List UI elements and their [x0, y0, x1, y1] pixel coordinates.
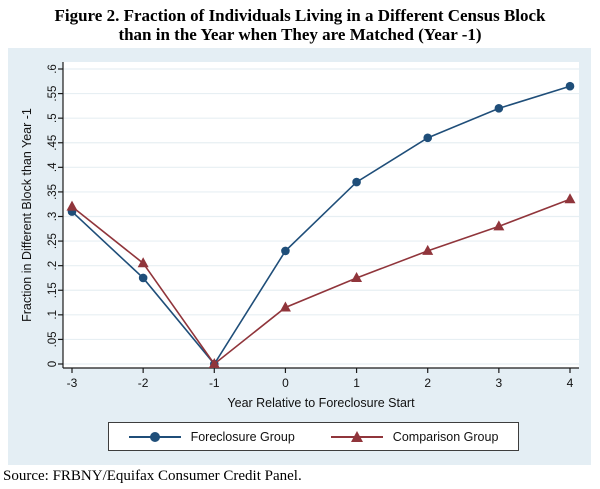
- y-tick-label: .15: [47, 282, 59, 298]
- chart-legend: Foreclosure Group Comparison Group: [108, 422, 519, 451]
- data-point-circle: [565, 81, 575, 91]
- data-point-triangle: [422, 244, 434, 255]
- y-tick-label: .5: [47, 113, 59, 123]
- y-tick-label: .35: [47, 184, 59, 200]
- y-tick-label: 0: [47, 361, 59, 367]
- data-point-triangle: [493, 220, 505, 231]
- plot-region: [63, 62, 579, 368]
- data-point-triangle: [279, 301, 291, 312]
- legend-item-foreclosure: Foreclosure Group: [128, 429, 295, 444]
- data-point-circle: [423, 133, 433, 143]
- data-point-circle: [494, 104, 504, 113]
- x-tick-label: 2: [424, 376, 431, 390]
- data-point-triangle: [351, 271, 363, 282]
- y-tick-label: .2: [47, 261, 59, 271]
- chart-area: 0 .05 .1 .15 .2 .25 .3 .35 .4 .45 .5 .55 .6 -3 -2 -1 0 1 2…: [8, 48, 591, 465]
- figure-title-line2: than in the Year when They are Matched (…: [118, 25, 482, 44]
- circle-marker-icon: [149, 431, 160, 442]
- data-point-triangle: [137, 257, 149, 268]
- x-axis-title: Year Relative to Foreclosure Start: [227, 396, 415, 410]
- data-point-circle: [281, 246, 290, 256]
- data-point-circle: [352, 177, 361, 187]
- x-tick-label: 1: [353, 376, 360, 390]
- chart-plot: 0 .05 .1 .15 .2 .25 .3 .35 .4 .45 .5 .55 .6 -3 -2 -1 0 1 2…: [47, 62, 579, 390]
- data-point-triangle: [564, 193, 576, 204]
- foreclosure-line-marker-icon: [128, 431, 181, 443]
- data-point-triangle: [66, 200, 78, 211]
- data-point-circle: [138, 273, 148, 283]
- y-tick-label: .1: [47, 310, 59, 320]
- y-tick-label: .4: [47, 162, 59, 172]
- legend-label-comparison: Comparison Group: [392, 429, 499, 444]
- x-tick-label: -1: [209, 376, 220, 390]
- comparison-line-marker-icon: [330, 430, 383, 443]
- legend-item-comparison: Comparison Group: [330, 429, 499, 444]
- triangle-marker-icon: [350, 430, 363, 442]
- series-line-foreclosure-group: [71, 85, 571, 366]
- y-tick-label: .6: [47, 64, 59, 74]
- x-tick-label: 4: [567, 376, 574, 390]
- y-tick-label: .3: [47, 212, 59, 222]
- x-tick-label: 3: [496, 376, 503, 390]
- x-tick-label: -2: [138, 376, 149, 390]
- data-point-triangle: [208, 358, 220, 368]
- source-note: Source: FRBNY/Equifax Consumer Credit Pa…: [3, 468, 302, 484]
- figure-title-line1: Figure 2. Fraction of Individuals Living…: [54, 6, 546, 25]
- series-line-comparison-group: [71, 198, 571, 366]
- legend-label-foreclosure: Foreclosure Group: [190, 429, 295, 444]
- figure-title: Figure 2. Fraction of Individuals Living…: [0, 6, 600, 44]
- y-tick-label: .25: [47, 233, 59, 249]
- x-tick-label: 0: [282, 376, 289, 390]
- y-tick-label: .45: [47, 135, 59, 151]
- y-tick-label: .55: [47, 86, 59, 102]
- y-tick-label: .05: [47, 331, 59, 347]
- x-tick-label: -3: [67, 376, 78, 390]
- y-axis-title: Fraction in Different Block than Year -1: [20, 108, 34, 322]
